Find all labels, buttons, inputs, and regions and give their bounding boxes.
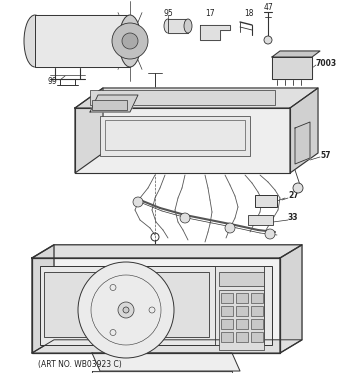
- Bar: [236, 319, 248, 329]
- Polygon shape: [32, 258, 280, 353]
- Bar: [248, 215, 273, 225]
- Polygon shape: [75, 88, 103, 173]
- Bar: [92, 100, 127, 110]
- Circle shape: [293, 183, 303, 193]
- Bar: [251, 293, 263, 303]
- Bar: [255, 195, 277, 207]
- Circle shape: [133, 197, 143, 207]
- Ellipse shape: [184, 19, 192, 33]
- Ellipse shape: [164, 19, 172, 33]
- Polygon shape: [200, 25, 230, 40]
- Circle shape: [78, 262, 174, 358]
- Bar: [44, 272, 209, 337]
- Polygon shape: [75, 108, 290, 173]
- Ellipse shape: [119, 15, 141, 67]
- Polygon shape: [168, 19, 188, 33]
- Bar: [251, 319, 263, 329]
- Bar: [251, 332, 263, 342]
- Circle shape: [264, 36, 272, 44]
- Bar: [236, 306, 248, 316]
- Text: 7003: 7003: [316, 59, 337, 68]
- Bar: [221, 293, 233, 303]
- Circle shape: [180, 213, 190, 223]
- Circle shape: [112, 23, 148, 59]
- Text: 99: 99: [48, 78, 58, 87]
- Circle shape: [225, 223, 235, 233]
- Bar: [251, 306, 263, 316]
- Text: 95: 95: [163, 9, 173, 18]
- Bar: [219, 272, 264, 286]
- Polygon shape: [32, 245, 302, 258]
- Text: 18: 18: [244, 9, 253, 19]
- Ellipse shape: [24, 15, 46, 67]
- Bar: [236, 293, 248, 303]
- Bar: [236, 332, 248, 342]
- Text: (ART NO. WB03923 C): (ART NO. WB03923 C): [38, 360, 122, 370]
- Polygon shape: [272, 57, 312, 79]
- Text: 17: 17: [205, 9, 215, 18]
- Text: 47: 47: [264, 3, 274, 13]
- Bar: [221, 332, 233, 342]
- Circle shape: [122, 33, 138, 49]
- Bar: [219, 290, 264, 350]
- Circle shape: [265, 229, 275, 239]
- Text: 33: 33: [288, 213, 299, 223]
- Circle shape: [118, 302, 134, 318]
- Polygon shape: [92, 353, 240, 371]
- Polygon shape: [32, 245, 54, 353]
- Polygon shape: [295, 122, 310, 164]
- Bar: [221, 319, 233, 329]
- Polygon shape: [32, 340, 302, 353]
- Text: 57: 57: [320, 150, 330, 160]
- Circle shape: [123, 307, 129, 313]
- Polygon shape: [280, 245, 302, 353]
- Polygon shape: [272, 51, 320, 57]
- Bar: [105, 120, 245, 150]
- Bar: [90, 90, 275, 105]
- Polygon shape: [35, 15, 130, 67]
- Polygon shape: [290, 88, 318, 173]
- Text: 27: 27: [288, 191, 299, 201]
- Bar: [100, 116, 250, 156]
- Polygon shape: [90, 95, 138, 112]
- Bar: [215, 266, 264, 345]
- Bar: [40, 266, 272, 345]
- Bar: [221, 306, 233, 316]
- Polygon shape: [92, 371, 232, 373]
- Polygon shape: [75, 88, 318, 108]
